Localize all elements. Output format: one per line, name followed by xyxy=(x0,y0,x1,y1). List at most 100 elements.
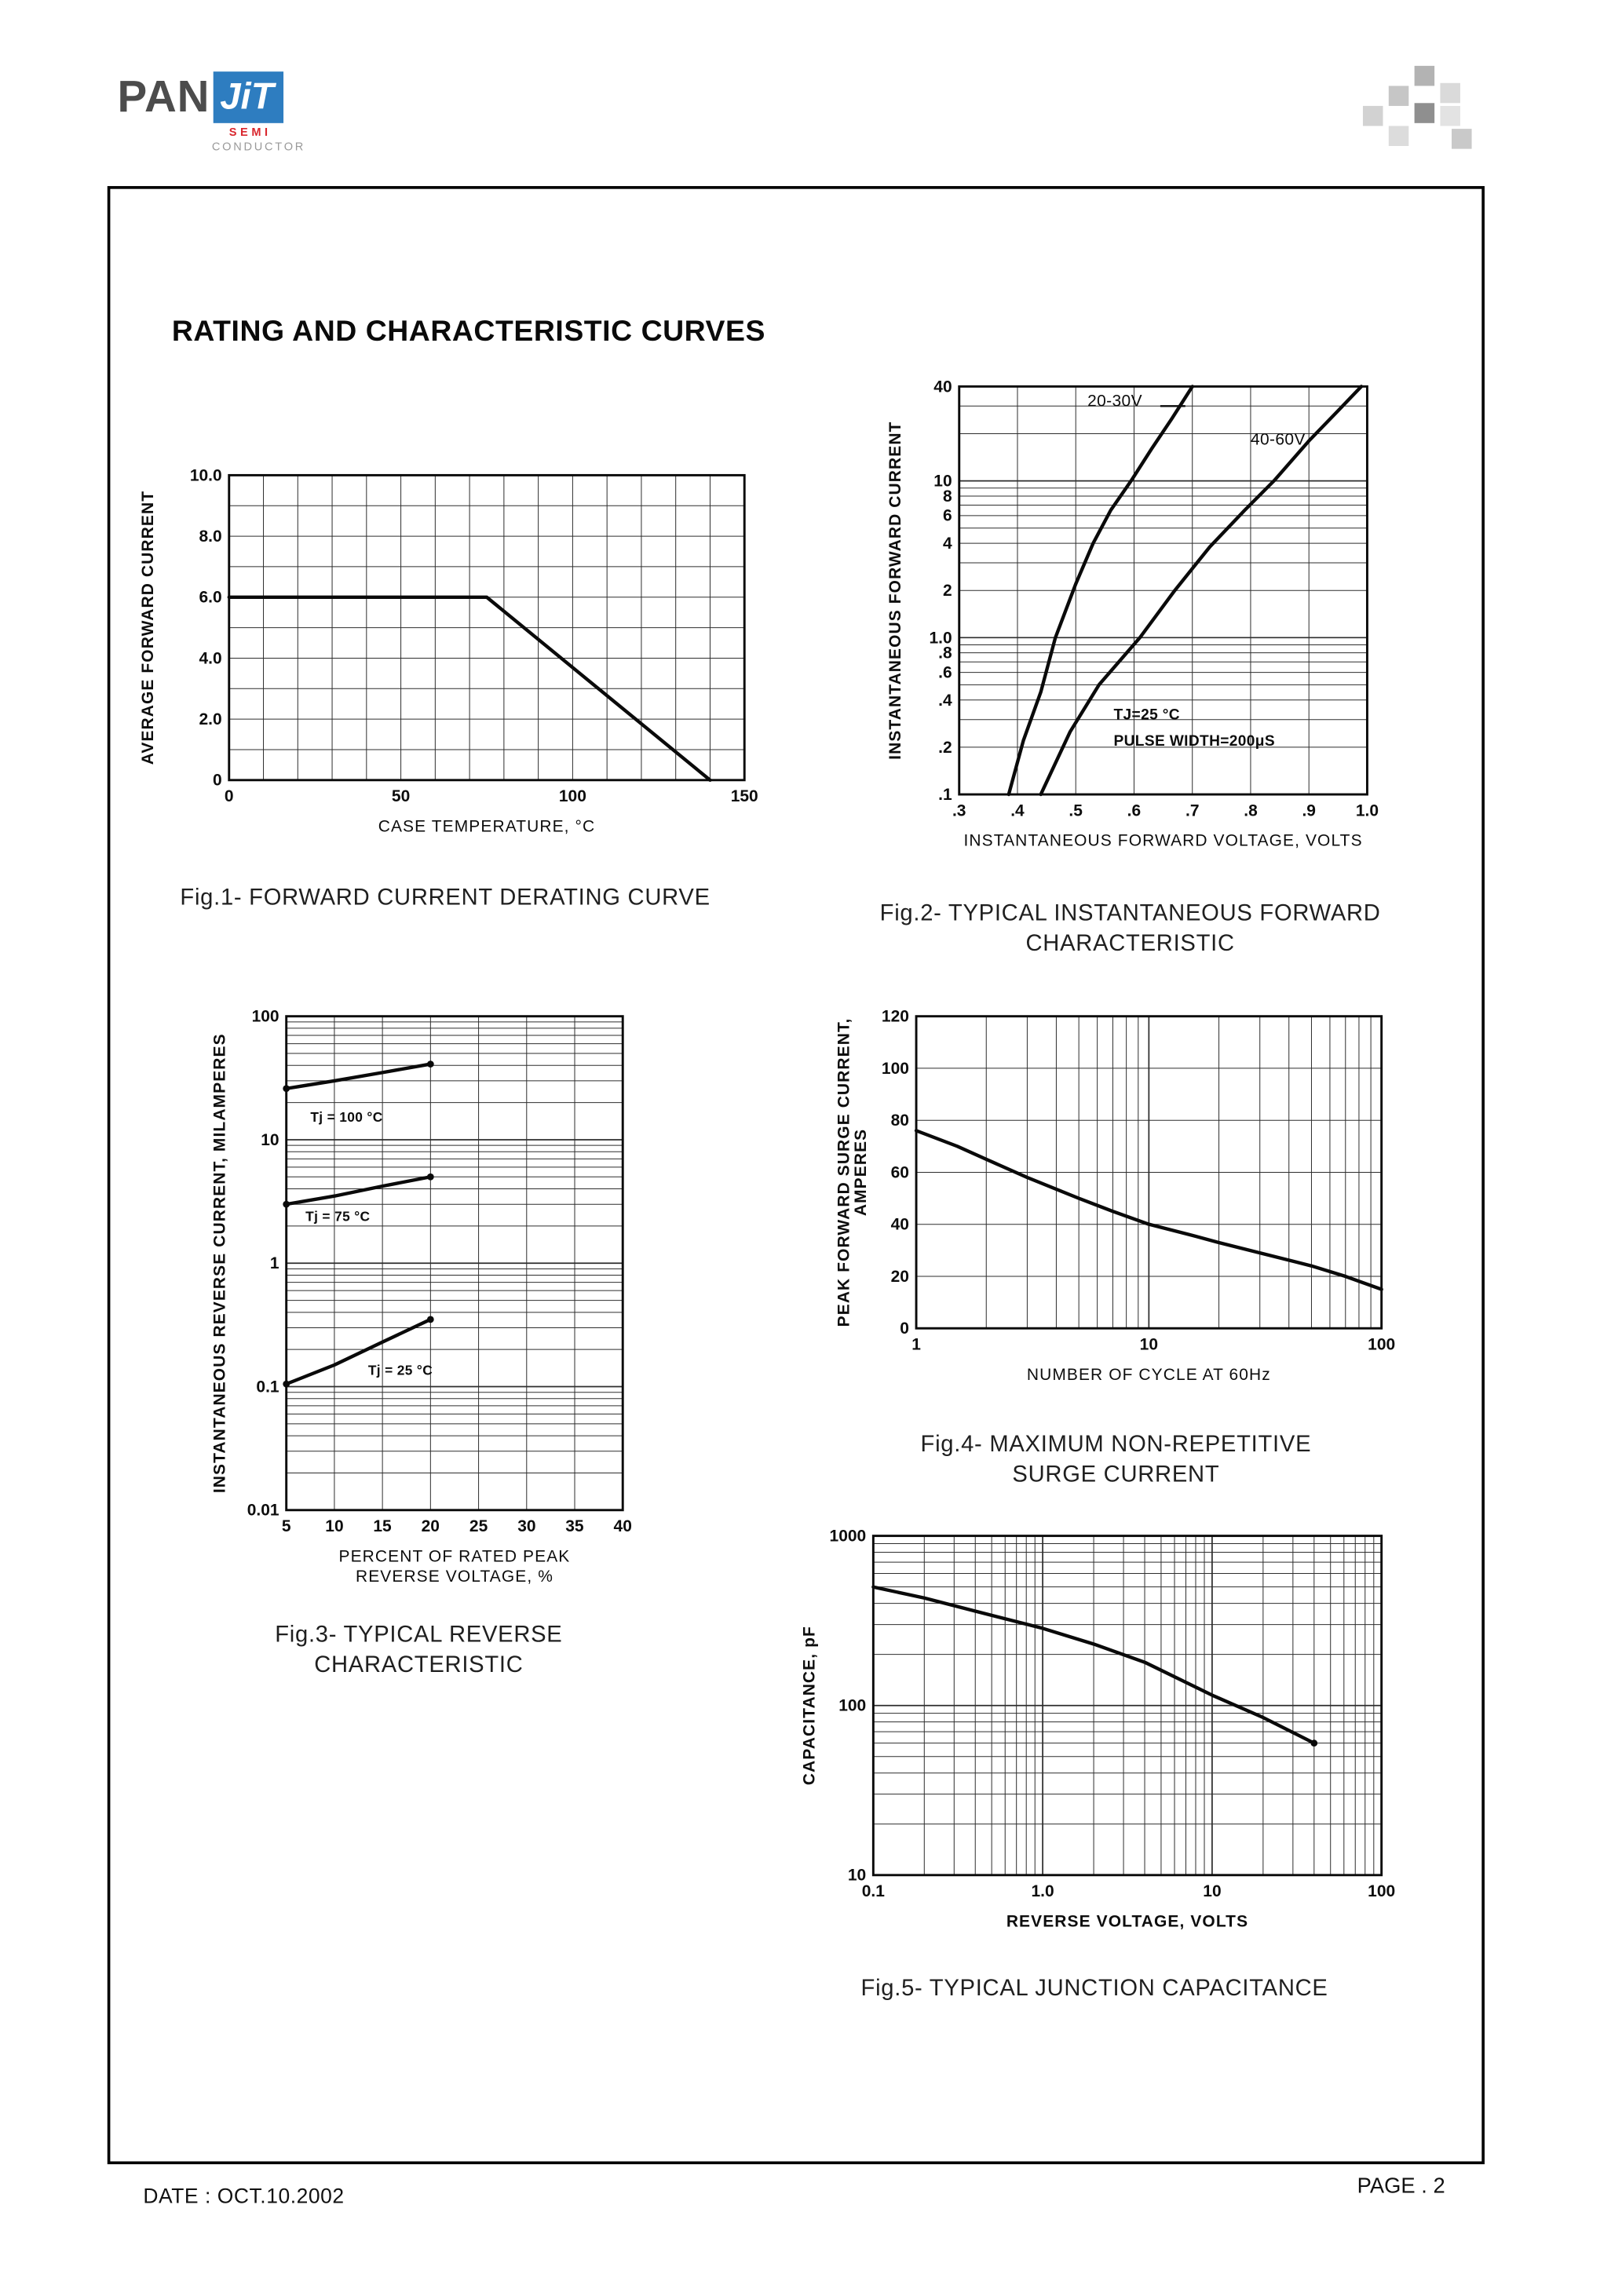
pixel-decoration xyxy=(1362,65,1492,166)
content-border-frame xyxy=(107,186,1485,2165)
svg-text:1000: 1000 xyxy=(830,1528,867,1546)
logo-text-jit: JiT xyxy=(213,71,284,123)
svg-text:NUMBER OF CYCLE AT 60Hz: NUMBER OF CYCLE AT 60Hz xyxy=(1027,1366,1271,1384)
fig1-derating-chart: 0 50 100 150 10.0 8.0 6.0 4.0 2.0 0 CASE TEMPERATU… xyxy=(129,454,762,869)
fig3-reverse-characteristic-chart-svg: 5 10 15 20 25 30 35 40 100 10 1 0.1 0.01 PERCENT OF R… xyxy=(210,1008,632,1586)
logo-subtext: SEMI CONDUCTOR xyxy=(212,126,305,154)
panjit-logo: PAN JiT SEMI CONDUCTOR xyxy=(118,71,306,155)
svg-text:50: 50 xyxy=(392,787,410,805)
svg-text:1: 1 xyxy=(911,1336,921,1354)
svg-text:.7: .7 xyxy=(1185,801,1200,819)
caption-line: Fig.4- MAXIMUM NON-REPETITIVE xyxy=(920,1433,1312,1458)
svg-text:Tj = 75 °C: Tj = 75 °C xyxy=(305,1208,370,1224)
fig5-junction-capacitance-chart: 0.1 1.0 10 100 1000 100 10 REVERSE VOLTAGE, VOL… xyxy=(791,1514,1399,1964)
svg-text:35: 35 xyxy=(565,1517,584,1535)
svg-text:5: 5 xyxy=(282,1517,291,1535)
svg-text:.1: .1 xyxy=(938,786,952,804)
svg-text:Tj = 25 °C: Tj = 25 °C xyxy=(368,1362,433,1378)
decor-square xyxy=(1414,103,1435,123)
svg-text:0: 0 xyxy=(213,772,222,790)
svg-text:40-60V: 40-60V xyxy=(1251,431,1306,449)
logo-text-pan: PAN xyxy=(117,71,210,122)
svg-text:INSTANTANEOUS REVERSE CURRENT,: INSTANTANEOUS REVERSE CURRENT, MILAMPERE… xyxy=(210,1033,228,1493)
svg-text:120: 120 xyxy=(882,1008,909,1026)
svg-text:1.0: 1.0 xyxy=(1031,1882,1054,1900)
logo-text-semi: SEMI xyxy=(228,126,272,139)
svg-text:0.1: 0.1 xyxy=(256,1378,279,1396)
svg-text:60: 60 xyxy=(891,1163,909,1181)
svg-text:0.1: 0.1 xyxy=(862,1882,885,1900)
svg-text:10: 10 xyxy=(325,1517,343,1535)
caption-line: Fig.3- TYPICAL REVERSE xyxy=(275,1623,563,1648)
svg-text:REVERSE VOLTAGE, VOLTS: REVERSE VOLTAGE, VOLTS xyxy=(1006,1912,1248,1930)
svg-text:8: 8 xyxy=(943,487,952,506)
decor-square xyxy=(1388,86,1409,106)
svg-text:Tj = 100 °C: Tj = 100 °C xyxy=(310,1109,382,1125)
svg-text:10.0: 10.0 xyxy=(190,466,222,484)
fig4-surge-current-chart-svg: 1 10 100 120 100 80 60 40 20 0 NUMBER OF CYCLE AT … xyxy=(835,1008,1395,1384)
svg-text:INSTANTANEOUS FORWARD CURRENT: INSTANTANEOUS FORWARD CURRENT xyxy=(886,422,904,760)
svg-text:CASE TEMPERATURE, °C: CASE TEMPERATURE, °C xyxy=(378,817,595,835)
fig4-surge-current-chart: 1 10 100 120 100 80 60 40 20 0 NUMBER OF CYCLE AT … xyxy=(833,995,1398,1414)
caption-line: Fig.5- TYPICAL JUNCTION CAPACITANCE xyxy=(860,1977,1328,2002)
decor-square xyxy=(1414,65,1435,86)
svg-text:100: 100 xyxy=(1368,1882,1395,1900)
svg-text:.2: .2 xyxy=(938,739,952,757)
fig4-caption: Fig.4- MAXIMUM NON-REPETITIVE SURGE CURR… xyxy=(833,1432,1398,1491)
svg-text:40: 40 xyxy=(614,1517,632,1535)
fig2-caption: Fig.2- TYPICAL INSTANTANEOUS FORWARD CHA… xyxy=(876,900,1384,960)
fig5-junction-capacitance-chart-svg: 0.1 1.0 10 100 1000 100 10 REVERSE VOLTAGE, VOL… xyxy=(801,1528,1396,1931)
svg-text:150: 150 xyxy=(731,787,758,805)
svg-text:40: 40 xyxy=(933,378,952,396)
svg-text:100: 100 xyxy=(559,787,586,805)
svg-text:20: 20 xyxy=(422,1517,440,1535)
svg-text:PULSE WIDTH=200μS: PULSE WIDTH=200μS xyxy=(1114,733,1275,750)
decor-square xyxy=(1440,105,1460,126)
caption-line: CHARACTERISTIC xyxy=(314,1652,524,1677)
footer-date: DATE : OCT.10.2002 xyxy=(143,2185,345,2209)
svg-text:.6: .6 xyxy=(938,664,952,682)
logo-row: PAN JiT xyxy=(118,71,306,123)
svg-text:4: 4 xyxy=(943,535,952,553)
logo-text-conductor: CONDUCTOR xyxy=(211,140,306,154)
svg-text:0: 0 xyxy=(900,1320,909,1338)
svg-text:CAPACITANCE, pF: CAPACITANCE, pF xyxy=(801,1626,819,1785)
svg-text:100: 100 xyxy=(252,1008,279,1026)
svg-text:40: 40 xyxy=(891,1216,909,1234)
svg-text:6.0: 6.0 xyxy=(199,589,221,607)
svg-text:INSTANTANEOUS FORWARD VOLTAGE,: INSTANTANEOUS FORWARD VOLTAGE, VOLTS xyxy=(964,832,1363,850)
fig3-reverse-characteristic-chart: 5 10 15 20 25 30 35 40 100 10 1 0.1 0.01 PERCENT OF R… xyxy=(200,995,637,1617)
svg-text:10: 10 xyxy=(1203,1882,1221,1900)
svg-text:.4: .4 xyxy=(1010,801,1025,819)
svg-text:0.01: 0.01 xyxy=(247,1502,279,1520)
svg-text:100: 100 xyxy=(838,1697,866,1715)
svg-text:1.0: 1.0 xyxy=(929,629,952,647)
svg-text:.3: .3 xyxy=(952,801,966,819)
fig3-caption: Fig.3- TYPICAL REVERSE CHARACTERISTIC xyxy=(200,1622,637,1681)
fig1-caption: Fig.1- FORWARD CURRENT DERATING CURVE xyxy=(129,885,762,914)
svg-text:.6: .6 xyxy=(1127,801,1142,819)
svg-text:100: 100 xyxy=(882,1060,909,1078)
svg-text:TJ=25 °C: TJ=25 °C xyxy=(1114,707,1180,724)
decor-square xyxy=(1440,82,1460,104)
svg-text:10: 10 xyxy=(848,1867,866,1885)
svg-text:1.0: 1.0 xyxy=(1356,801,1379,819)
caption-line: Fig.1- FORWARD CURRENT DERATING CURVE xyxy=(180,885,711,911)
svg-text:.9: .9 xyxy=(1302,801,1316,819)
fig2-forward-characteristic-chart-svg: .3.4.5.6.7.8.9 1.0401086421.0.8.6.4.2.1IN… xyxy=(886,378,1379,850)
svg-text:20: 20 xyxy=(891,1268,909,1286)
svg-text:8.0: 8.0 xyxy=(199,527,221,546)
decor-square xyxy=(1362,105,1383,126)
decor-square xyxy=(1388,126,1409,146)
svg-text:0: 0 xyxy=(225,787,234,805)
page-title: RATING AND CHARACTERISTIC CURVES xyxy=(171,315,766,349)
svg-text:100: 100 xyxy=(1368,1336,1395,1354)
svg-text:PEAK FORWARD SURGE CURRENT,AMP: PEAK FORWARD SURGE CURRENT,AMPERES xyxy=(835,1018,870,1327)
svg-text:AVERAGE FORWARD CURRENT: AVERAGE FORWARD CURRENT xyxy=(139,491,157,765)
caption-line: SURGE CURRENT xyxy=(1012,1462,1220,1487)
footer-page-number: PAGE . 2 xyxy=(1357,2174,1445,2199)
caption-line: CHARACTERISTIC xyxy=(1025,931,1235,956)
fig5-caption: Fig.5- TYPICAL JUNCTION CAPACITANCE xyxy=(791,1975,1399,2005)
svg-text:4.0: 4.0 xyxy=(199,649,221,667)
